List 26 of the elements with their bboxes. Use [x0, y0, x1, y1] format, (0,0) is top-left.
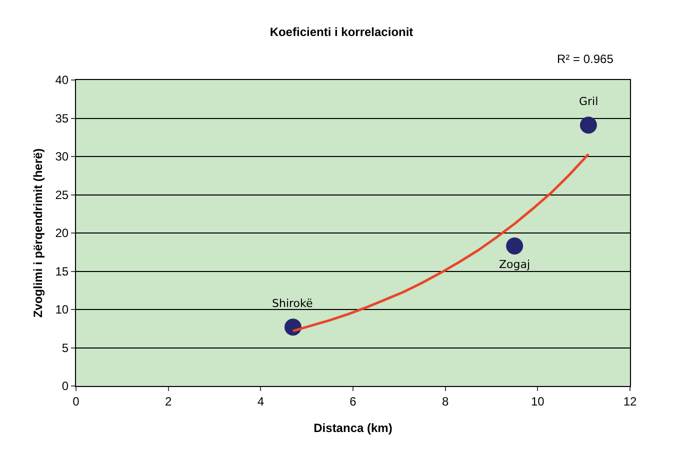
y-tick-label: 25	[55, 188, 69, 202]
y-tick-label: 40	[55, 73, 69, 88]
y-tick-label: 35	[55, 111, 69, 126]
y-tick-label: 0	[62, 379, 69, 394]
x-tick-label: 12	[623, 394, 637, 408]
y-tick-label: 30	[55, 150, 69, 164]
x-tick-label: 8	[442, 394, 449, 408]
point	[284, 318, 302, 336]
chart-title: Koeficienti i korrelacionit	[270, 24, 414, 39]
y-axis-title: Zvoglimi i përqendrimit (herë)	[31, 148, 45, 318]
x-tick-label: 6	[350, 394, 357, 408]
point	[580, 116, 597, 134]
y-tick-label: 15	[55, 264, 69, 278]
y-tick-label: 20	[55, 226, 69, 240]
x-tick-label: 0	[72, 394, 80, 408]
x-axis-title: Distanca (km)	[314, 421, 392, 435]
y-tick-label: 10	[55, 302, 69, 317]
annotation: Zogaj	[499, 258, 530, 271]
x-tick-label: 2	[164, 394, 172, 408]
y-tick-label: 5	[62, 340, 69, 355]
point	[506, 238, 524, 254]
x-tick-label: 4	[257, 394, 264, 408]
x-tick-label: 10	[530, 394, 545, 408]
annotation: Shirokë	[272, 297, 313, 310]
annotation: Gril	[579, 95, 598, 108]
text: R² = 0.965	[557, 52, 614, 66]
